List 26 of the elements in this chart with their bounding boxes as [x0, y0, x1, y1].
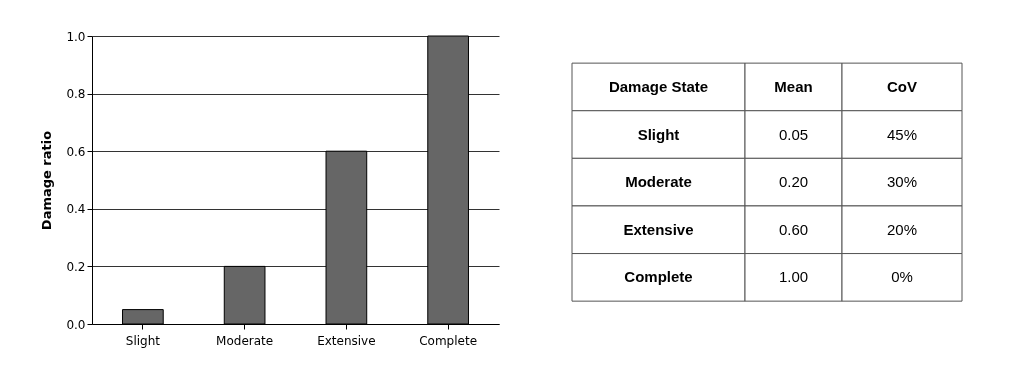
text: 0.20 [778, 173, 809, 191]
text: 0.05 [778, 125, 809, 143]
x-tick-label: Extensive [317, 333, 376, 348]
text: Complete [624, 268, 693, 286]
category-label: CoV [887, 77, 917, 95]
text: 0% [891, 268, 913, 286]
category-label: Mean [774, 77, 813, 95]
y-tick-label: 0.0 [66, 317, 86, 332]
y-tick-label: 0.4 [66, 202, 86, 217]
y-axis-title: Damage ratio [39, 130, 55, 231]
x-tick-label: Slight [125, 333, 161, 348]
text: 1.00 [778, 268, 809, 286]
y-tick-label: 0.8 [66, 87, 86, 102]
y-tick-label: 0.6 [66, 144, 86, 159]
text: 45% [886, 125, 918, 143]
text: Extensive [623, 220, 694, 238]
text: Moderate [625, 173, 692, 191]
y-tick-label: 1.0 [66, 29, 86, 44]
y-tick-label: 0.2 [66, 259, 86, 274]
text: 30% [886, 173, 918, 191]
text: 0.60 [778, 220, 809, 238]
x-tick-label: Complete [419, 333, 478, 348]
text: Slight [637, 125, 680, 143]
category-label: Damage State [608, 77, 709, 95]
text: 20% [886, 220, 918, 238]
x-tick-label: Moderate [216, 333, 274, 348]
